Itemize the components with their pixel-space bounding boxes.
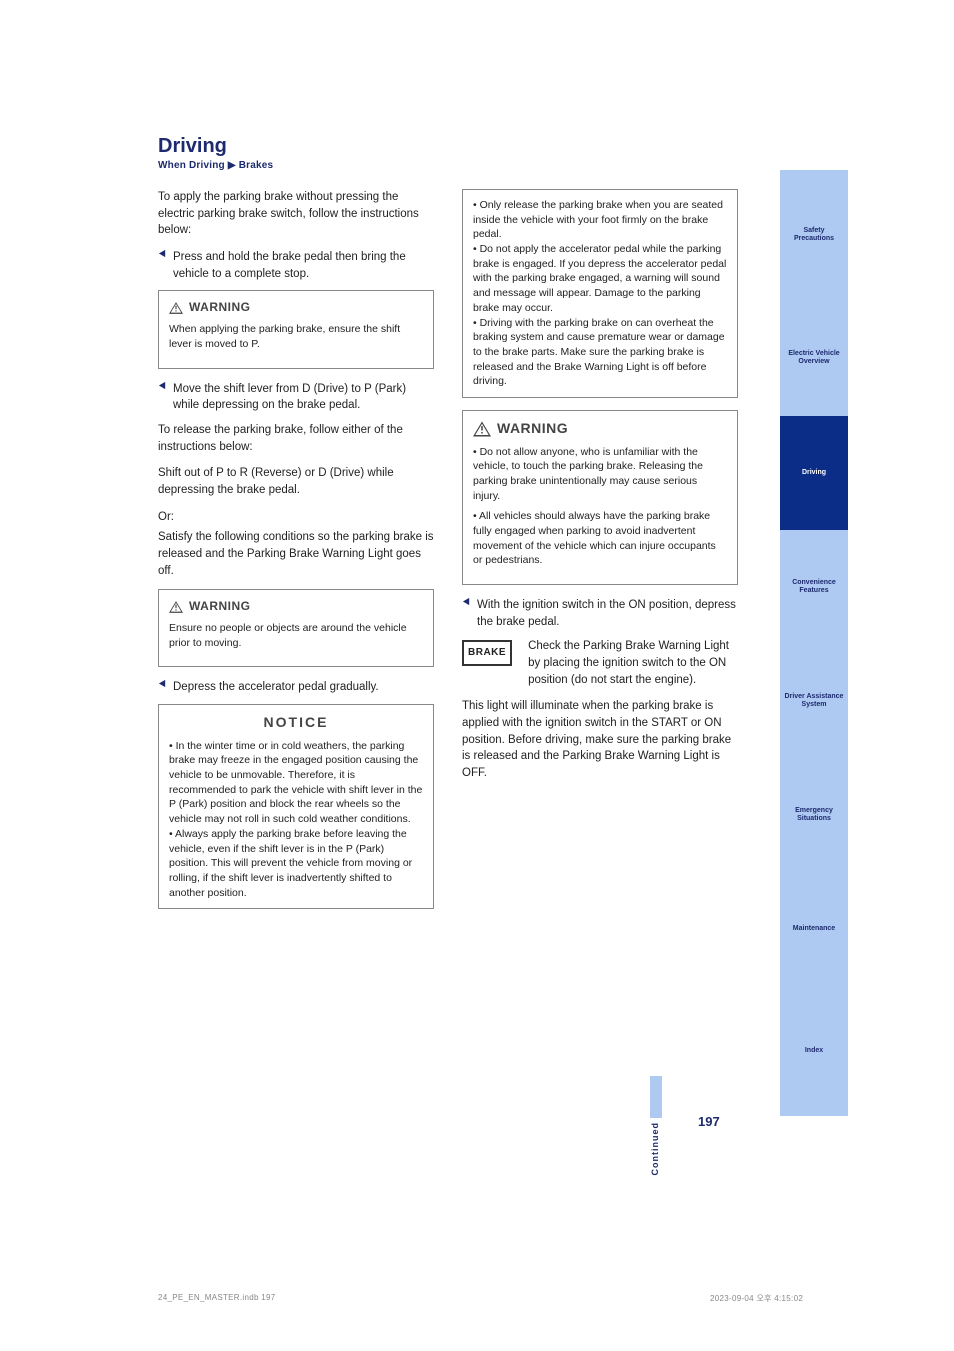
right-column: • Only release the parking brake when yo… (462, 189, 738, 909)
section-tab[interactable]: Electric Vehicle Overview (780, 300, 848, 416)
paragraph: To apply the parking brake without press… (158, 189, 434, 239)
arrow-left-icon (158, 249, 167, 258)
bullet-text: Press and hold the brake pedal then brin… (173, 249, 434, 282)
continued-label: Continued (650, 1122, 660, 1176)
warning-triangle-icon (169, 302, 183, 314)
arrow-left-icon (462, 597, 471, 606)
section-tab[interactable]: Driver Assistance System (780, 644, 848, 758)
notice-box-continued: • Only release the parking brake when yo… (462, 189, 738, 398)
warning-triangle-icon (473, 421, 491, 437)
warning-body: Ensure no people or objects are around t… (169, 621, 423, 650)
footer-filepath: 24_PE_EN_MASTER.indb 197 (158, 1293, 276, 1302)
warning-body: When applying the parking brake, ensure … (169, 322, 423, 351)
paragraph: Or: (158, 509, 434, 526)
bullet-item: Move the shift lever from D (Drive) to P… (158, 381, 434, 414)
warning-box: WARNING Ensure no people or objects are … (158, 589, 434, 667)
section-tab[interactable]: Convenience Features (780, 530, 848, 644)
section-tab[interactable]: Index (780, 986, 848, 1116)
brake-symbol-icon: BRAKE (462, 640, 512, 666)
warning-label: WARNING (189, 299, 251, 316)
warning-heading: WARNING (169, 598, 423, 615)
section-tab[interactable]: Driving (780, 416, 848, 530)
notice-heading: NOTICE (169, 713, 423, 733)
bullet-text: Depress the accelerator pedal gradually. (173, 679, 434, 696)
section-tabs: Safety PrecautionsElectric Vehicle Overv… (780, 170, 848, 1116)
bullet-text: With the ignition switch in the ON posit… (477, 597, 738, 630)
warning-line: • Do not allow anyone, who is unfamiliar… (473, 445, 727, 504)
page-number: 197 (698, 1114, 720, 1129)
continued-indicator: Continued (650, 1076, 662, 1178)
footer-timestamp: 2023-09-04 오후 4:15:02 (710, 1293, 803, 1304)
paragraph: Check the Parking Brake Warning Light by… (528, 638, 738, 688)
paragraph: To release the parking brake, follow eit… (158, 422, 434, 455)
bullet-item: Depress the accelerator pedal gradually. (158, 679, 434, 696)
warning-triangle-icon (169, 601, 183, 613)
bullet-item: Press and hold the brake pedal then brin… (158, 249, 434, 282)
section-tab[interactable]: Safety Precautions (780, 170, 848, 300)
warning-label: WARNING (497, 419, 568, 439)
arrow-left-icon (158, 381, 167, 390)
paragraph: Shift out of P to R (Reverse) or D (Driv… (158, 465, 434, 498)
breadcrumb: When Driving ▶ Brakes (158, 160, 738, 171)
notice-box: NOTICE • In the winter time or in cold w… (158, 704, 434, 909)
arrow-left-icon (158, 679, 167, 688)
warning-box: WARNING When applying the parking brake,… (158, 290, 434, 368)
paragraph: This light will illuminate when the park… (462, 698, 738, 781)
section-tab[interactable]: Emergency Situations (780, 758, 848, 872)
two-column-layout: To apply the parking brake without press… (158, 189, 738, 909)
warning-box: WARNING • Do not allow anyone, who is un… (462, 410, 738, 585)
bullet-text: Move the shift lever from D (Drive) to P… (173, 381, 434, 414)
notice-body: • In the winter time or in cold weathers… (169, 739, 423, 901)
paragraph: Satisfy the following conditions so the … (158, 529, 434, 579)
page-content: Driving When Driving ▶ Brakes To apply t… (158, 135, 738, 909)
continued-bar-icon (650, 1076, 662, 1118)
warning-label: WARNING (189, 598, 251, 615)
left-column: To apply the parking brake without press… (158, 189, 434, 909)
section-tab[interactable]: Maintenance (780, 872, 848, 986)
brake-indicator-row: BRAKE Check the Parking Brake Warning Li… (462, 638, 738, 698)
warning-heading: WARNING (169, 299, 423, 316)
warning-heading: WARNING (473, 419, 727, 439)
page-title: Driving (158, 135, 738, 158)
bullet-item: With the ignition switch in the ON posit… (462, 597, 738, 630)
warning-line: • All vehicles should always have the pa… (473, 509, 727, 568)
